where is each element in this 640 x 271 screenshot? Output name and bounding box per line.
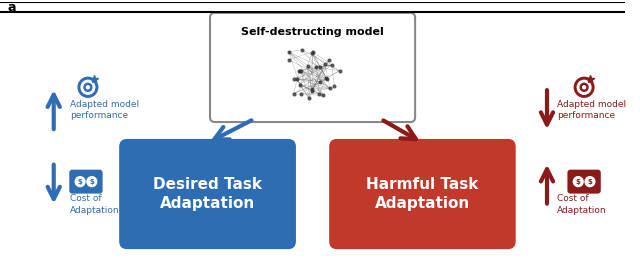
Text: $: $	[90, 179, 94, 185]
Circle shape	[585, 177, 595, 187]
Point	[315, 64, 325, 69]
Point	[289, 92, 299, 96]
Point	[284, 50, 294, 54]
Point	[321, 76, 332, 80]
Text: Adapted model
performance: Adapted model performance	[70, 100, 140, 120]
Text: a: a	[8, 1, 16, 14]
Point	[295, 83, 305, 87]
Circle shape	[577, 80, 591, 94]
Point	[303, 63, 313, 68]
Circle shape	[574, 77, 594, 97]
Circle shape	[78, 77, 98, 97]
Point	[296, 91, 306, 96]
FancyBboxPatch shape	[568, 171, 600, 193]
FancyBboxPatch shape	[210, 13, 415, 122]
Text: $: $	[588, 179, 593, 185]
FancyBboxPatch shape	[329, 139, 516, 249]
Text: Desired Task
Adaptation: Desired Task Adaptation	[153, 177, 262, 211]
Point	[294, 69, 304, 73]
Circle shape	[573, 177, 583, 187]
Point	[308, 50, 318, 54]
Text: Cost of
Adaptation: Cost of Adaptation	[70, 194, 120, 215]
Text: Adapted model
performance: Adapted model performance	[557, 100, 626, 120]
Point	[307, 89, 317, 93]
Point	[295, 69, 305, 73]
FancyBboxPatch shape	[119, 139, 296, 249]
Point	[297, 47, 307, 52]
Circle shape	[86, 86, 90, 89]
Circle shape	[76, 177, 85, 187]
FancyBboxPatch shape	[70, 171, 102, 193]
Point	[335, 69, 345, 73]
Circle shape	[81, 80, 95, 94]
Point	[307, 51, 317, 56]
Circle shape	[582, 86, 586, 89]
Point	[319, 62, 330, 66]
Point	[323, 58, 333, 62]
Point	[296, 69, 306, 73]
Circle shape	[580, 83, 588, 91]
Point	[304, 96, 314, 101]
Text: $: $	[77, 179, 83, 185]
Point	[330, 84, 340, 89]
Circle shape	[87, 177, 97, 187]
Text: $: $	[576, 179, 580, 185]
Point	[325, 86, 335, 91]
Point	[322, 77, 332, 82]
Point	[289, 77, 299, 81]
Point	[284, 57, 294, 62]
Point	[318, 93, 328, 98]
Circle shape	[84, 83, 92, 91]
Text: Harmful Task
Adaptation: Harmful Task Adaptation	[366, 177, 479, 211]
Point	[291, 77, 301, 81]
Point	[315, 79, 325, 84]
Text: Cost of
Adaptation: Cost of Adaptation	[557, 194, 606, 215]
Point	[326, 63, 337, 67]
Point	[307, 87, 317, 91]
Point	[314, 92, 324, 96]
Text: Self-destructing model: Self-destructing model	[241, 27, 384, 37]
Point	[311, 65, 321, 69]
